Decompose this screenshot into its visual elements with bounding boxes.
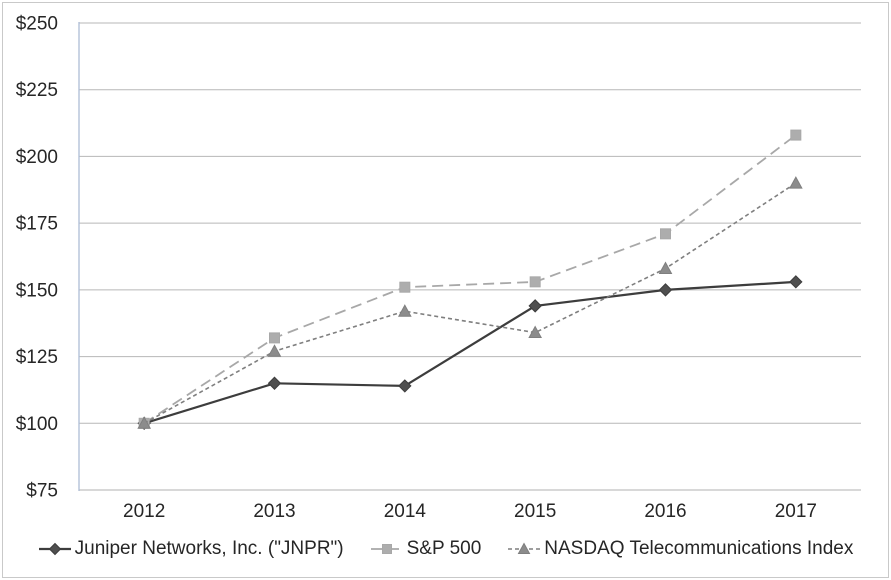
x-axis-tick-label: 2013 [253,501,295,522]
sp500-legend-marker-icon [370,544,403,554]
triangle-marker [397,304,412,317]
legend-label-nasdaq-telecom: NASDAQ Telecommunications Index [544,538,854,559]
x-axis-tick-label: 2017 [775,501,817,522]
x-axis-tick-label: 2016 [644,501,686,522]
triangle-marker [267,344,282,357]
triangle-marker [137,416,152,429]
y-axis-tick-label: $200 [16,147,58,168]
diamond-marker [398,379,412,393]
legend-item-jnpr: Juniper Networks, Inc. ("JNPR") [38,538,344,560]
y-axis-tick-label: $225 [16,80,58,101]
y-axis-tick-label: $250 [16,14,58,35]
plot-area: $250 $225 $200 $175 $150 $125 $100 $75 2012 2013 2… [16,14,861,522]
x-axis-tick-label: 2015 [514,501,556,522]
nasdaq-telecom-legend-marker-icon [508,542,541,554]
square-marker [660,228,671,240]
legend-label-sp500: S&P 500 [406,538,482,559]
y-axis-tick-label: $75 [26,481,58,502]
series-line-1 [143,134,797,425]
legend-item-sp500: S&P 500 [370,538,482,560]
y-axis-tick-label: $100 [16,414,58,435]
y-axis-tick-label: $150 [16,280,58,301]
chart-legend: Juniper Networks, Inc. ("JNPR") S&P 500 … [0,533,891,565]
diamond-marker [528,299,542,313]
square-marker [529,276,541,288]
y-axis-tick-label: $125 [16,347,58,368]
legend-label-jnpr: Juniper Networks, Inc. ("JNPR") [74,538,344,559]
triangle-marker [788,176,803,189]
triangle-marker [528,325,543,339]
diamond-marker [48,542,61,556]
square-marker [399,281,411,293]
x-axis-tick-label: 2012 [123,501,165,522]
x-axis-tick-label: 2014 [384,501,427,522]
triangle-marker [658,261,673,275]
square-marker [269,332,280,344]
triangle-marker [517,542,531,554]
diamond-marker [789,275,803,289]
y-axis-tick-label: $175 [16,214,58,235]
diamond-marker [658,283,673,297]
legend-item-nasdaq-telecom: NASDAQ Telecommunications Index [507,538,853,560]
jnpr-legend-marker-icon [38,542,71,556]
square-marker [790,129,802,141]
square-marker [381,544,392,554]
diamond-marker [267,376,282,390]
series-line-0 [143,280,796,425]
series-line-2 [143,182,797,424]
